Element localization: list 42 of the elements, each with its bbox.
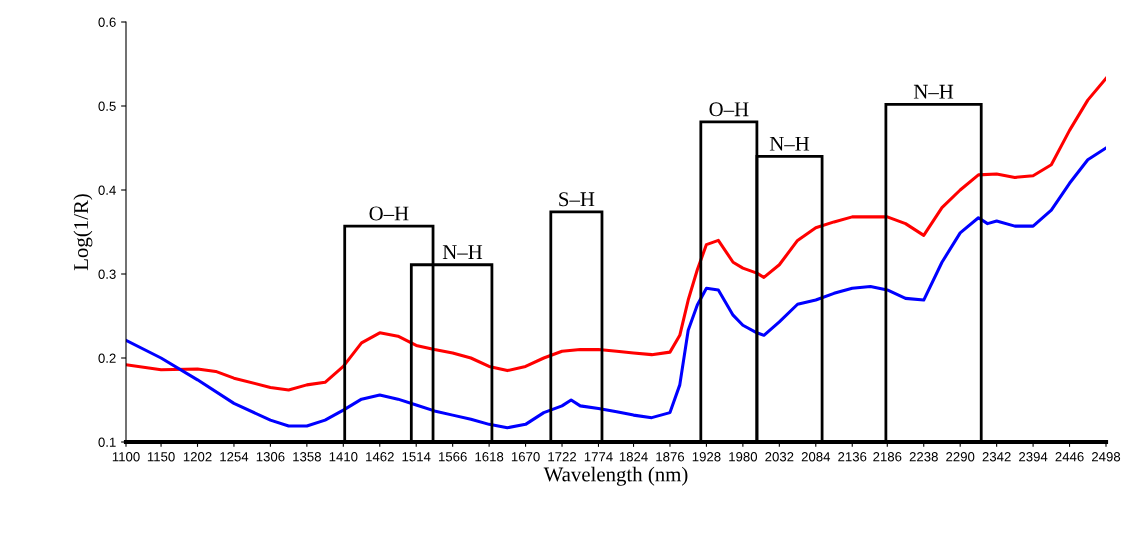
y-tick-label: 0.5 [98,101,116,111]
series-label: N–H [769,136,810,151]
x-tick-label: 1462 [366,452,394,462]
x-tick-label: 1774 [584,452,613,462]
x-tick-label: 1306 [256,452,285,462]
x-tick-label: 1824 [619,452,648,462]
x-tick-label: 2186 [873,452,902,462]
x-tick-label: 1722 [548,452,577,462]
y-tick-label: 0.1 [98,437,116,447]
x-tick-label: 1358 [293,452,321,462]
x-tick-label: 2290 [946,452,975,462]
x-tick-label: 1928 [692,452,721,462]
x-tick-label: 2498 [1091,452,1121,462]
series-label: S–H [559,192,595,207]
x-tick-label: 2136 [838,452,867,462]
x-tick-label: 1100 [112,452,140,462]
y-tick-label: 0.3 [98,269,116,279]
x-tick-label: 1150 [147,452,175,462]
x-tick-label: 2342 [982,452,1011,462]
x-tick-label: 2084 [801,452,831,462]
x-tick-label: 2032 [765,452,794,462]
x-axis-title: Wavelength (nm) [543,466,688,486]
series-label: N–H [442,245,483,259]
x-tick-label: 1618 [475,452,504,462]
series-label: O–H [369,206,409,221]
x-tick-label: 1876 [656,452,685,462]
x-tick-label: 1566 [439,452,467,462]
x-tick-label: 1980 [729,452,758,462]
y-tick-label: 0.2 [98,353,116,363]
x-tick-label: 1254 [220,452,249,462]
series-label: N–H [913,84,954,99]
series-label: O–H [709,102,749,117]
y-axis-title: Log(1/R) [73,194,93,271]
x-tick-label: 1410 [329,452,358,462]
x-tick-label: 2394 [1019,452,1048,462]
y-tick-label: 0.6 [98,17,116,27]
x-tick-label: 1202 [183,452,212,462]
x-tick-label: 1514 [402,452,431,462]
x-tick-label: 1670 [511,452,540,462]
y-tick-label: 0.4 [98,185,116,195]
x-tick-label: 2446 [1055,452,1084,462]
x-tick-label: 2238 [909,452,938,462]
